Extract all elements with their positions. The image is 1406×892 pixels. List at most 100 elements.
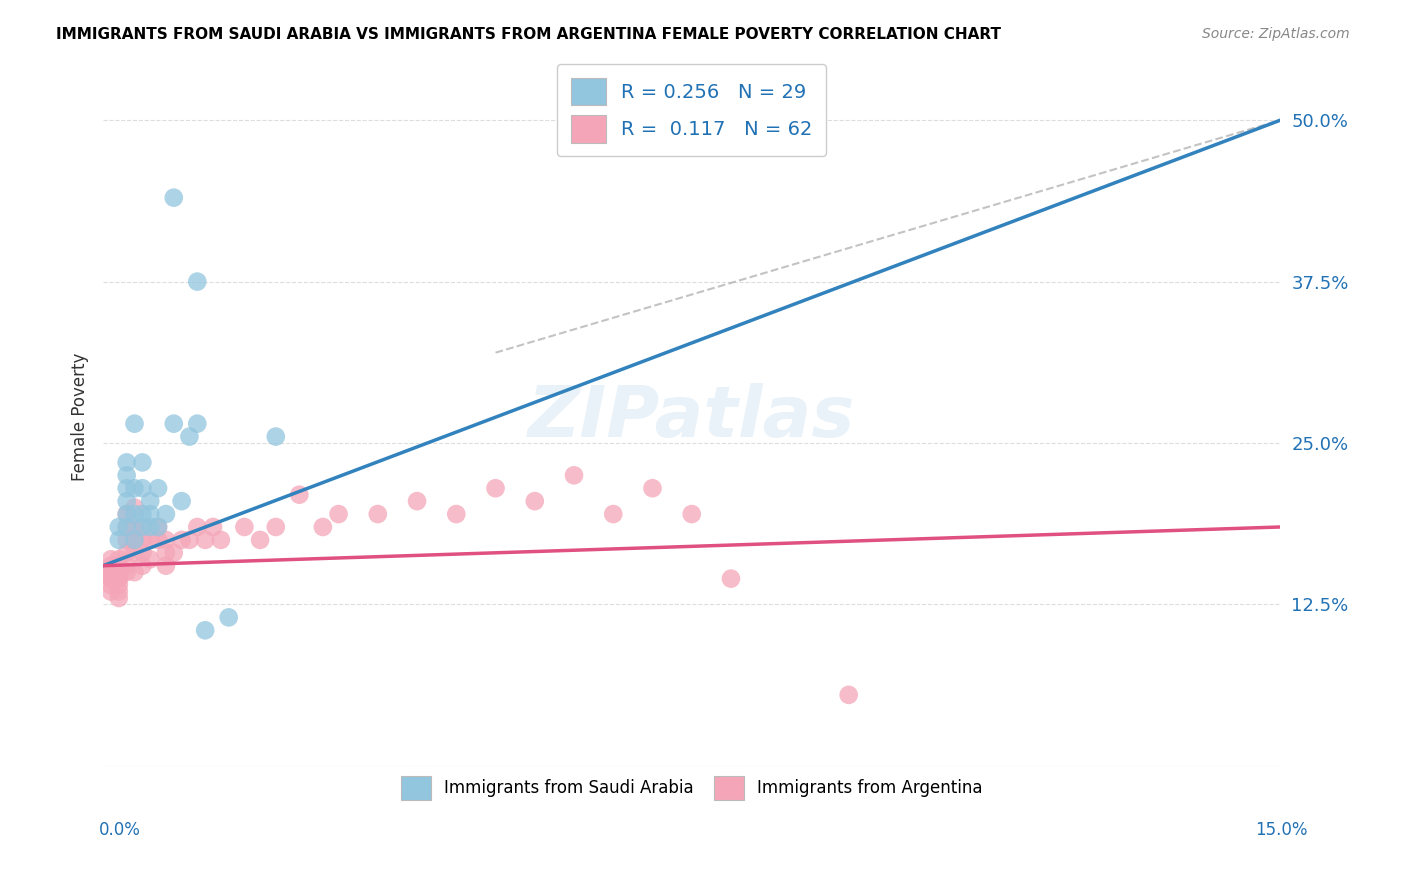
Point <box>124 481 146 495</box>
Point <box>139 533 162 547</box>
Point <box>146 533 169 547</box>
Point <box>194 624 217 638</box>
Point <box>146 481 169 495</box>
Point <box>115 468 138 483</box>
Point <box>131 558 153 573</box>
Point <box>124 520 146 534</box>
Point <box>602 507 624 521</box>
Point <box>108 558 131 573</box>
Point <box>115 494 138 508</box>
Point <box>108 552 131 566</box>
Point <box>312 520 335 534</box>
Y-axis label: Female Poverty: Female Poverty <box>72 353 89 482</box>
Point <box>115 481 138 495</box>
Point <box>131 533 153 547</box>
Point <box>124 546 146 560</box>
Point <box>108 533 131 547</box>
Point <box>108 520 131 534</box>
Point <box>115 546 138 560</box>
Point <box>155 558 177 573</box>
Text: ZIPatlas: ZIPatlas <box>529 383 855 451</box>
Point <box>288 488 311 502</box>
Point <box>108 584 131 599</box>
Point <box>108 565 131 579</box>
Point <box>328 507 350 521</box>
Point <box>108 578 131 592</box>
Point <box>131 481 153 495</box>
Point <box>218 610 240 624</box>
Point <box>155 507 177 521</box>
Point <box>115 507 138 521</box>
Point <box>108 572 131 586</box>
Point <box>115 558 138 573</box>
Legend: Immigrants from Saudi Arabia, Immigrants from Argentina: Immigrants from Saudi Arabia, Immigrants… <box>394 770 990 806</box>
Point <box>100 578 122 592</box>
Point <box>233 520 256 534</box>
Point <box>100 572 122 586</box>
Point <box>249 533 271 547</box>
Text: 0.0%: 0.0% <box>98 821 141 838</box>
Point <box>179 533 201 547</box>
Point <box>139 520 162 534</box>
Point <box>562 468 585 483</box>
Point <box>131 520 153 534</box>
Point <box>115 507 138 521</box>
Point <box>163 191 186 205</box>
Point <box>100 584 122 599</box>
Point <box>115 455 138 469</box>
Point <box>186 275 208 289</box>
Point <box>367 507 389 521</box>
Point <box>100 552 122 566</box>
Point <box>124 500 146 515</box>
Point <box>124 565 146 579</box>
Point <box>484 481 506 495</box>
Point <box>179 429 201 443</box>
Point <box>163 546 186 560</box>
Point <box>720 572 742 586</box>
Point <box>131 507 153 521</box>
Point <box>100 565 122 579</box>
Point <box>201 520 224 534</box>
Point <box>108 572 131 586</box>
Point <box>264 429 287 443</box>
Point <box>108 591 131 605</box>
Point <box>170 494 193 508</box>
Point <box>115 533 138 547</box>
Point <box>124 533 146 547</box>
Point <box>163 417 186 431</box>
Point <box>139 494 162 508</box>
Point <box>131 546 153 560</box>
Point <box>209 533 232 547</box>
Point <box>170 533 193 547</box>
Point <box>139 507 162 521</box>
Point <box>100 558 122 573</box>
Point <box>838 688 860 702</box>
Text: 15.0%: 15.0% <box>1256 821 1308 838</box>
Point <box>641 481 664 495</box>
Point <box>100 572 122 586</box>
Point <box>155 546 177 560</box>
Point <box>406 494 429 508</box>
Point <box>194 533 217 547</box>
Point <box>146 520 169 534</box>
Text: IMMIGRANTS FROM SAUDI ARABIA VS IMMIGRANTS FROM ARGENTINA FEMALE POVERTY CORRELA: IMMIGRANTS FROM SAUDI ARABIA VS IMMIGRAN… <box>56 27 1001 42</box>
Point <box>264 520 287 534</box>
Point <box>139 552 162 566</box>
Point <box>523 494 546 508</box>
Point <box>155 533 177 547</box>
Point <box>124 533 146 547</box>
Point <box>124 417 146 431</box>
Point <box>446 507 468 521</box>
Text: Source: ZipAtlas.com: Source: ZipAtlas.com <box>1202 27 1350 41</box>
Point <box>115 520 138 534</box>
Point <box>131 520 153 534</box>
Point <box>115 520 138 534</box>
Point <box>124 507 146 521</box>
Point <box>115 565 138 579</box>
Point <box>100 565 122 579</box>
Point <box>131 455 153 469</box>
Point <box>186 520 208 534</box>
Point <box>681 507 703 521</box>
Point <box>186 417 208 431</box>
Point <box>146 520 169 534</box>
